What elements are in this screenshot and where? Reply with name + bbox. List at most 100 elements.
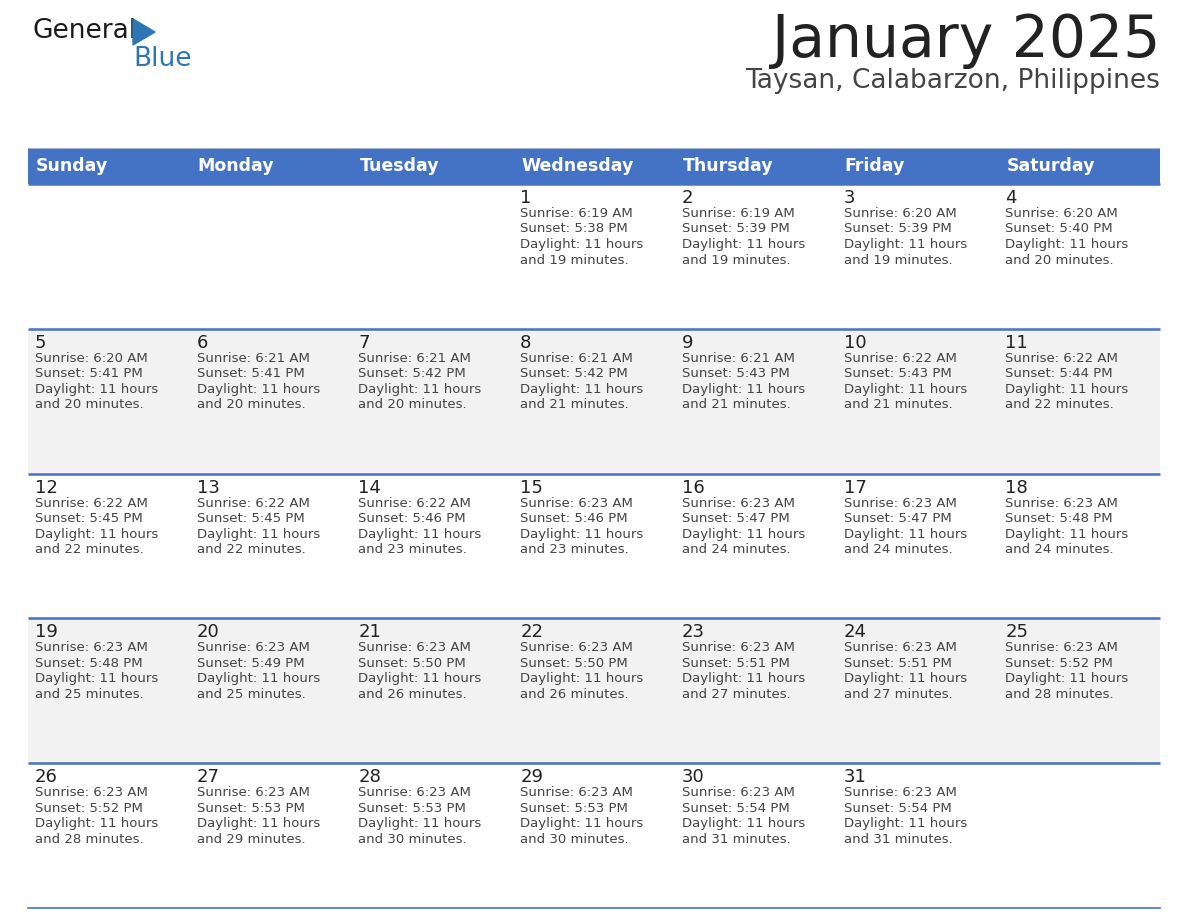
Text: Sunset: 5:53 PM: Sunset: 5:53 PM	[197, 801, 304, 814]
Text: Sunset: 5:43 PM: Sunset: 5:43 PM	[682, 367, 790, 380]
Text: Sunset: 5:39 PM: Sunset: 5:39 PM	[843, 222, 952, 236]
Text: 31: 31	[843, 768, 866, 786]
Text: and 24 minutes.: and 24 minutes.	[682, 543, 790, 556]
Text: Daylight: 11 hours: Daylight: 11 hours	[197, 817, 320, 830]
Text: Wednesday: Wednesday	[522, 157, 633, 175]
Text: Sunrise: 6:23 AM: Sunrise: 6:23 AM	[34, 786, 147, 800]
Text: and 26 minutes.: and 26 minutes.	[520, 688, 628, 701]
Text: Blue: Blue	[133, 46, 191, 72]
Text: 7: 7	[359, 334, 369, 352]
Text: Sunrise: 6:23 AM: Sunrise: 6:23 AM	[520, 642, 633, 655]
Bar	[675, 763, 836, 908]
Text: Sunrise: 6:23 AM: Sunrise: 6:23 AM	[843, 642, 956, 655]
Text: Sunrise: 6:23 AM: Sunrise: 6:23 AM	[682, 497, 795, 509]
Bar	[836, 148, 998, 184]
Text: and 28 minutes.: and 28 minutes.	[1005, 688, 1114, 701]
Text: Sunset: 5:48 PM: Sunset: 5:48 PM	[34, 657, 143, 670]
Bar	[190, 184, 352, 329]
Bar	[998, 329, 1159, 474]
Bar	[29, 148, 190, 184]
Text: and 26 minutes.: and 26 minutes.	[359, 688, 467, 701]
Text: 1: 1	[520, 189, 531, 207]
Bar	[352, 329, 513, 474]
Text: Daylight: 11 hours: Daylight: 11 hours	[359, 383, 481, 396]
Text: Daylight: 11 hours: Daylight: 11 hours	[682, 528, 805, 541]
Text: Sunset: 5:46 PM: Sunset: 5:46 PM	[359, 512, 466, 525]
Text: Sunset: 5:42 PM: Sunset: 5:42 PM	[520, 367, 628, 380]
Text: and 31 minutes.: and 31 minutes.	[843, 833, 953, 845]
Text: Sunset: 5:50 PM: Sunset: 5:50 PM	[520, 657, 628, 670]
Bar	[513, 619, 675, 763]
Text: Daylight: 11 hours: Daylight: 11 hours	[1005, 672, 1129, 686]
Text: and 30 minutes.: and 30 minutes.	[520, 833, 628, 845]
Text: Daylight: 11 hours: Daylight: 11 hours	[197, 383, 320, 396]
Bar	[190, 329, 352, 474]
Text: and 19 minutes.: and 19 minutes.	[682, 253, 790, 266]
Text: 21: 21	[359, 623, 381, 642]
Text: Sunset: 5:41 PM: Sunset: 5:41 PM	[34, 367, 143, 380]
Text: and 20 minutes.: and 20 minutes.	[1005, 253, 1114, 266]
Bar	[190, 763, 352, 908]
Bar	[29, 619, 190, 763]
Text: Daylight: 11 hours: Daylight: 11 hours	[197, 528, 320, 541]
Text: 8: 8	[520, 334, 531, 352]
Bar	[352, 763, 513, 908]
Text: Sunset: 5:40 PM: Sunset: 5:40 PM	[1005, 222, 1113, 236]
Text: Sunrise: 6:23 AM: Sunrise: 6:23 AM	[843, 497, 956, 509]
Bar	[29, 474, 190, 619]
Text: Sunset: 5:46 PM: Sunset: 5:46 PM	[520, 512, 627, 525]
Text: Daylight: 11 hours: Daylight: 11 hours	[34, 383, 158, 396]
Text: Sunrise: 6:21 AM: Sunrise: 6:21 AM	[520, 352, 633, 364]
Text: Daylight: 11 hours: Daylight: 11 hours	[34, 672, 158, 686]
Text: Sunset: 5:53 PM: Sunset: 5:53 PM	[520, 801, 628, 814]
Text: Sunrise: 6:23 AM: Sunrise: 6:23 AM	[197, 786, 310, 800]
Text: Sunrise: 6:21 AM: Sunrise: 6:21 AM	[682, 352, 795, 364]
Text: Sunset: 5:51 PM: Sunset: 5:51 PM	[843, 657, 952, 670]
Text: Sunrise: 6:19 AM: Sunrise: 6:19 AM	[682, 207, 795, 220]
Bar	[998, 474, 1159, 619]
Text: 20: 20	[197, 623, 220, 642]
Text: Sunset: 5:47 PM: Sunset: 5:47 PM	[682, 512, 790, 525]
Text: Tuesday: Tuesday	[360, 157, 440, 175]
Text: January 2025: January 2025	[772, 12, 1159, 69]
Text: 18: 18	[1005, 478, 1028, 497]
Text: 17: 17	[843, 478, 866, 497]
Text: and 27 minutes.: and 27 minutes.	[843, 688, 953, 701]
Text: Sunday: Sunday	[36, 157, 108, 175]
Bar	[675, 619, 836, 763]
Text: 15: 15	[520, 478, 543, 497]
Bar	[998, 619, 1159, 763]
Text: Sunset: 5:53 PM: Sunset: 5:53 PM	[359, 801, 467, 814]
Text: and 31 minutes.: and 31 minutes.	[682, 833, 790, 845]
Text: Daylight: 11 hours: Daylight: 11 hours	[359, 817, 481, 830]
Text: Taysan, Calabarzon, Philippines: Taysan, Calabarzon, Philippines	[745, 68, 1159, 94]
Text: Sunset: 5:52 PM: Sunset: 5:52 PM	[34, 801, 143, 814]
Text: Sunrise: 6:23 AM: Sunrise: 6:23 AM	[34, 642, 147, 655]
Text: Sunset: 5:54 PM: Sunset: 5:54 PM	[682, 801, 790, 814]
Text: 23: 23	[682, 623, 704, 642]
Bar	[29, 763, 190, 908]
Bar	[29, 184, 190, 329]
Text: Sunset: 5:45 PM: Sunset: 5:45 PM	[197, 512, 304, 525]
Text: and 20 minutes.: and 20 minutes.	[197, 398, 305, 411]
Text: 5: 5	[34, 334, 46, 352]
Bar	[513, 474, 675, 619]
Text: Sunset: 5:43 PM: Sunset: 5:43 PM	[843, 367, 952, 380]
Text: and 29 minutes.: and 29 minutes.	[197, 833, 305, 845]
Text: Sunrise: 6:21 AM: Sunrise: 6:21 AM	[359, 352, 472, 364]
Text: Sunset: 5:41 PM: Sunset: 5:41 PM	[197, 367, 304, 380]
Text: Sunrise: 6:23 AM: Sunrise: 6:23 AM	[1005, 642, 1118, 655]
Bar	[675, 329, 836, 474]
Bar	[352, 184, 513, 329]
Text: Monday: Monday	[197, 157, 274, 175]
Text: and 21 minutes.: and 21 minutes.	[843, 398, 953, 411]
Text: Daylight: 11 hours: Daylight: 11 hours	[843, 383, 967, 396]
Text: 27: 27	[197, 768, 220, 786]
Text: Thursday: Thursday	[683, 157, 773, 175]
Text: Daylight: 11 hours: Daylight: 11 hours	[1005, 383, 1129, 396]
Text: Sunrise: 6:22 AM: Sunrise: 6:22 AM	[197, 497, 310, 509]
Bar	[998, 184, 1159, 329]
Text: 26: 26	[34, 768, 58, 786]
Bar	[836, 184, 998, 329]
Text: Daylight: 11 hours: Daylight: 11 hours	[359, 672, 481, 686]
